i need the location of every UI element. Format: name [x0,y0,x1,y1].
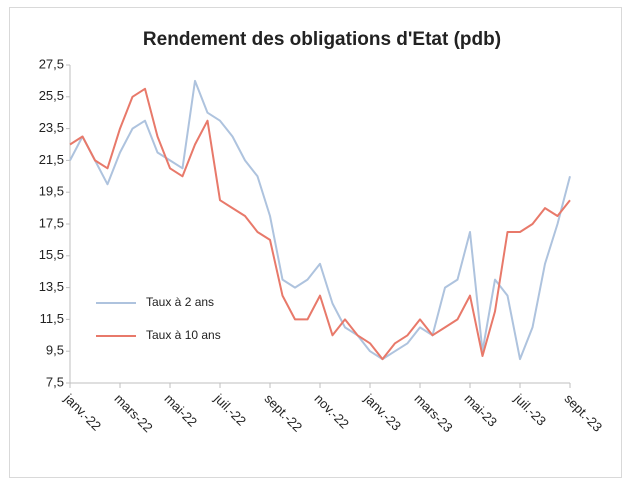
y-tick-label: 27,5 [39,56,64,71]
legend-label: Taux à 2 ans [146,295,214,309]
line-series [69,87,571,361]
y-tick-label: 11,5 [40,311,64,326]
x-tick-label: janv.-22 [61,390,104,433]
x-tick-label: nov.-22 [311,391,352,432]
y-tick-label: 9,5 [46,343,64,358]
y-tick-label: 19,5 [39,184,64,199]
y-tick-label: 23,5 [39,120,64,135]
x-tick-label: mars-22 [111,391,155,435]
x-tick-label: mai-22 [161,391,200,430]
y-tick-label: 15,5 [39,247,64,262]
x-tick-label: sept.-22 [261,391,305,435]
chart-title: Rendement des obligations d'Etat (pdb) [143,29,501,50]
y-tick-label: 13,5 [39,279,64,294]
y-tick-label: 21,5 [39,152,64,167]
frame [9,7,622,478]
x-tick-label: mai-23 [461,391,500,430]
x-tick-label: juil.-23 [511,390,549,428]
y-tick-label: 7,5 [46,374,64,389]
x-tick-label: mars-23 [411,391,455,435]
line-series [69,79,571,361]
y-tick-label: 17,5 [39,215,64,230]
x-tick-label: juil.-22 [211,390,249,428]
legend-label: Taux à 10 ans [146,328,221,342]
y-tick-label: 25,5 [39,88,64,103]
x-tick-label: janv.-23 [361,390,404,433]
x-tick-label: sept.-23 [561,391,605,435]
